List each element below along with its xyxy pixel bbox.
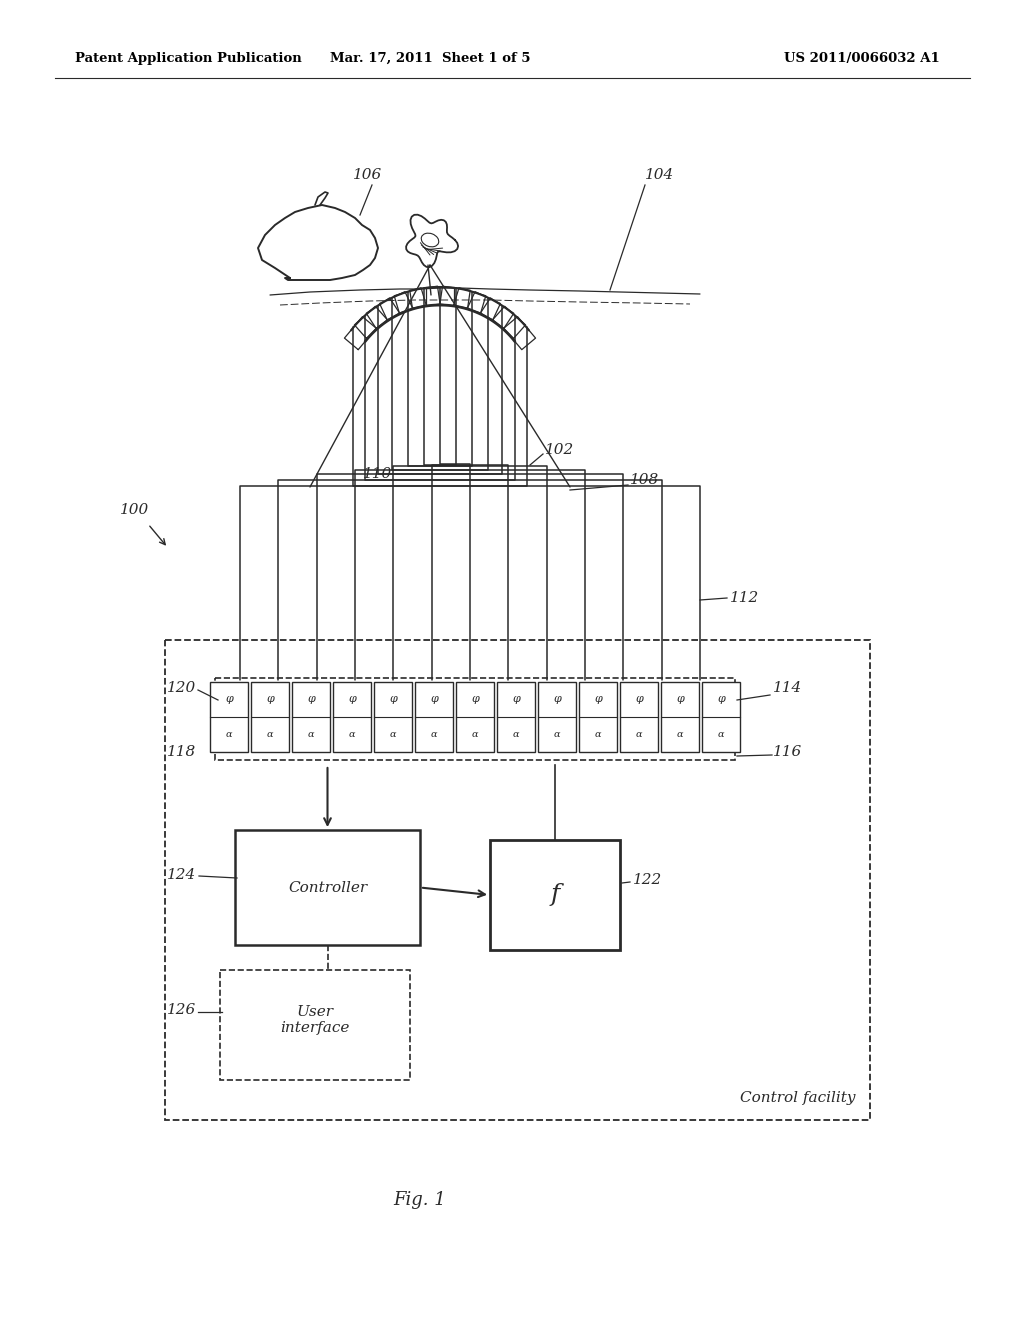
- Text: α: α: [636, 730, 642, 739]
- Text: α: α: [677, 730, 683, 739]
- Bar: [210, 682, 248, 752]
- Text: φ: φ: [389, 694, 397, 705]
- Text: φ: φ: [635, 694, 643, 705]
- Text: Mar. 17, 2011  Sheet 1 of 5: Mar. 17, 2011 Sheet 1 of 5: [330, 51, 530, 65]
- Text: φ: φ: [676, 694, 684, 705]
- Text: Control facility: Control facility: [739, 1092, 855, 1105]
- Text: 112: 112: [730, 591, 760, 605]
- Text: 118: 118: [167, 744, 197, 759]
- Bar: [456, 682, 494, 752]
- Text: Fig. 1: Fig. 1: [393, 1191, 446, 1209]
- Text: α: α: [307, 730, 314, 739]
- Text: α: α: [595, 730, 601, 739]
- Text: Patent Application Publication: Patent Application Publication: [75, 51, 302, 65]
- Bar: [662, 682, 699, 752]
- Text: α: α: [513, 730, 519, 739]
- Text: α: α: [431, 730, 437, 739]
- Text: φ: φ: [512, 694, 520, 705]
- Text: 108: 108: [631, 473, 659, 487]
- Bar: [251, 682, 289, 752]
- Bar: [579, 682, 617, 752]
- Bar: [374, 682, 412, 752]
- Bar: [333, 682, 371, 752]
- Text: φ: φ: [430, 694, 438, 705]
- Text: α: α: [266, 730, 273, 739]
- Bar: [165, 640, 870, 1119]
- Text: α: α: [225, 730, 232, 739]
- Text: Controller: Controller: [288, 880, 367, 895]
- Bar: [220, 970, 410, 1080]
- Text: 126: 126: [167, 1003, 197, 1016]
- Bar: [415, 682, 453, 752]
- Bar: [702, 682, 740, 752]
- Text: 110: 110: [364, 467, 392, 480]
- Text: 120: 120: [167, 681, 197, 696]
- Text: User
interface: User interface: [281, 1005, 349, 1035]
- Text: 104: 104: [645, 168, 675, 182]
- Text: φ: φ: [225, 694, 232, 705]
- Bar: [620, 682, 658, 752]
- Text: α: α: [349, 730, 355, 739]
- Text: φ: φ: [471, 694, 479, 705]
- Text: α: α: [718, 730, 724, 739]
- Text: 102: 102: [546, 444, 574, 457]
- Bar: [490, 840, 620, 950]
- Bar: [234, 830, 420, 945]
- Bar: [538, 682, 575, 752]
- Text: φ: φ: [266, 694, 273, 705]
- Bar: [497, 682, 535, 752]
- Bar: [215, 678, 735, 760]
- Text: φ: φ: [594, 694, 602, 705]
- Text: 122: 122: [634, 873, 663, 887]
- Text: 100: 100: [121, 503, 150, 517]
- Text: φ: φ: [307, 694, 314, 705]
- Text: 124: 124: [167, 869, 197, 882]
- Text: φ: φ: [553, 694, 561, 705]
- Text: US 2011/0066032 A1: US 2011/0066032 A1: [784, 51, 940, 65]
- Text: φ: φ: [348, 694, 356, 705]
- Text: f: f: [550, 883, 560, 907]
- Text: 106: 106: [353, 168, 383, 182]
- Text: φ: φ: [717, 694, 725, 705]
- Text: 114: 114: [773, 681, 803, 696]
- Text: α: α: [390, 730, 396, 739]
- Text: α: α: [554, 730, 560, 739]
- Text: α: α: [472, 730, 478, 739]
- Text: 116: 116: [773, 744, 803, 759]
- Bar: [292, 682, 330, 752]
